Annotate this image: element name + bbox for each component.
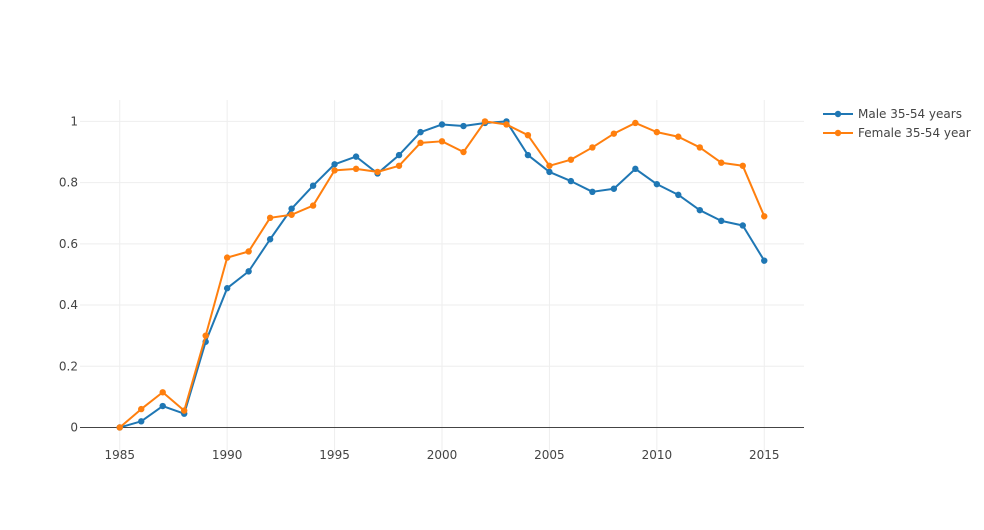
- data-point[interactable]: [696, 144, 704, 151]
- data-point[interactable]: [159, 389, 166, 396]
- data-point[interactable]: [309, 182, 317, 189]
- data-point[interactable]: [460, 122, 467, 130]
- data-point[interactable]: [546, 162, 553, 169]
- data-point[interactable]: [503, 121, 510, 128]
- data-point[interactable]: [352, 153, 360, 160]
- data-point[interactable]: [223, 285, 231, 292]
- data-point[interactable]: [331, 161, 338, 168]
- y-tick-label: 1: [70, 114, 78, 128]
- data-point[interactable]: [481, 118, 489, 125]
- data-point[interactable]: [675, 133, 682, 140]
- data-point[interactable]: [524, 131, 532, 139]
- data-point[interactable]: [116, 424, 123, 431]
- data-point[interactable]: [288, 205, 295, 212]
- data-point[interactable]: [159, 402, 166, 410]
- y-tick-label: 0.2: [59, 359, 78, 373]
- data-point[interactable]: [653, 180, 661, 188]
- data-point[interactable]: [395, 162, 403, 169]
- y-tick-label: 0.4: [59, 298, 78, 312]
- data-point[interactable]: [438, 121, 446, 128]
- data-point[interactable]: [352, 165, 360, 173]
- y-tick-label: 0: [70, 420, 78, 434]
- data-point[interactable]: [331, 167, 338, 174]
- legend-item[interactable]: Female 35-54 year: [823, 126, 971, 140]
- data-point[interactable]: [653, 128, 661, 136]
- x-tick-label: 2015: [749, 448, 780, 462]
- legend[interactable]: Male 35-54 years Female 35-54 year: [823, 107, 971, 140]
- data-point[interactable]: [245, 248, 252, 255]
- data-point[interactable]: [266, 236, 274, 243]
- data-point[interactable]: [567, 156, 575, 163]
- x-tick-label: 2010: [642, 448, 673, 462]
- data-point[interactable]: [138, 418, 145, 425]
- data-point[interactable]: [567, 177, 575, 185]
- data-point[interactable]: [589, 188, 596, 196]
- data-point[interactable]: [180, 407, 188, 414]
- data-point[interactable]: [524, 151, 532, 159]
- data-point[interactable]: [417, 139, 424, 147]
- legend-label: Female 35-54 year: [858, 126, 971, 140]
- data-point[interactable]: [309, 202, 317, 209]
- data-point[interactable]: [632, 119, 639, 127]
- data-point[interactable]: [610, 130, 618, 137]
- data-point[interactable]: [718, 159, 725, 166]
- data-point[interactable]: [610, 185, 618, 192]
- data-point[interactable]: [288, 211, 295, 218]
- legend-swatch-marker: [834, 110, 842, 118]
- data-point[interactable]: [718, 217, 725, 225]
- y-tick-label: 0.8: [59, 176, 78, 190]
- series-2: [116, 118, 768, 431]
- data-point[interactable]: [739, 222, 746, 229]
- x-tick-label: 2000: [427, 448, 458, 462]
- data-point[interactable]: [632, 165, 639, 173]
- x-tick-label: 1985: [104, 448, 135, 462]
- data-point[interactable]: [395, 151, 403, 159]
- x-tick-label: 1995: [319, 448, 350, 462]
- data-point[interactable]: [589, 144, 596, 151]
- series-plot-area: [116, 118, 768, 431]
- data-point[interactable]: [223, 254, 231, 261]
- data-point[interactable]: [546, 168, 553, 176]
- data-point[interactable]: [202, 332, 209, 339]
- data-point[interactable]: [696, 206, 704, 214]
- legend-label: Male 35-54 years: [858, 107, 962, 121]
- x-tick-label: 1990: [212, 448, 243, 462]
- data-point[interactable]: [739, 162, 746, 169]
- legend-swatch-marker: [834, 129, 842, 137]
- axes: 1985 1990 1995 2000 2005 2010 2015 0 0.2 0.4 0.6 0.…: [59, 114, 804, 462]
- data-point[interactable]: [374, 168, 381, 176]
- data-point[interactable]: [675, 191, 682, 199]
- grid-lines: [80, 100, 804, 455]
- data-point[interactable]: [761, 213, 768, 220]
- data-point[interactable]: [417, 128, 424, 136]
- data-point[interactable]: [266, 214, 274, 222]
- data-point[interactable]: [138, 405, 145, 413]
- legend-item[interactable]: Male 35-54 years: [823, 107, 962, 121]
- data-point[interactable]: [245, 268, 252, 275]
- y-tick-label: 0.6: [59, 237, 78, 251]
- data-point[interactable]: [761, 257, 768, 264]
- data-point[interactable]: [438, 138, 446, 145]
- data-point[interactable]: [460, 148, 467, 156]
- x-tick-label: 2005: [534, 448, 565, 462]
